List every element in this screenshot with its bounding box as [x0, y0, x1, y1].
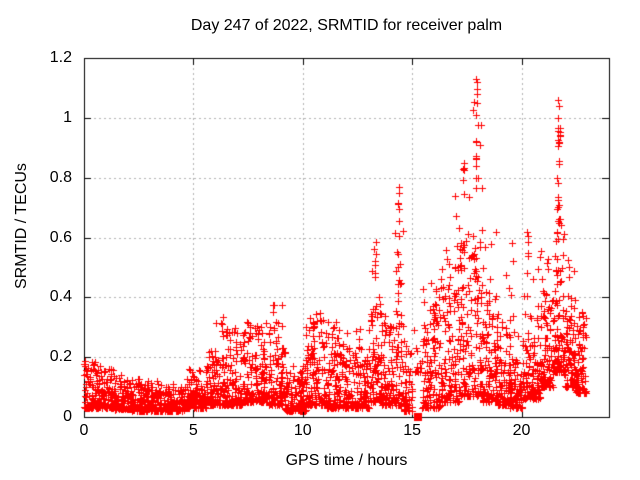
x-tick-label: 5 — [188, 422, 198, 439]
x-tick-label: 20 — [512, 422, 531, 439]
y-tick-label: 0.2 — [49, 348, 72, 366]
x-axis-label: GPS time / hours — [285, 452, 408, 469]
chart-title: Day 247 of 2022, SRMTID for receiver pal… — [190, 17, 503, 34]
y-tick-label: 0.4 — [49, 288, 72, 306]
y-tick-label: 1 — [63, 108, 72, 126]
x-tick-label: 0 — [79, 422, 89, 439]
y-tick-label: 0.8 — [49, 168, 72, 186]
y-tick-label: 1.2 — [49, 49, 72, 66]
x-tick-label: 10 — [293, 422, 312, 439]
x-tick-label: 15 — [403, 422, 422, 439]
y-tick-label: 0.6 — [49, 228, 72, 246]
y-tick-label: 0 — [63, 408, 72, 425]
